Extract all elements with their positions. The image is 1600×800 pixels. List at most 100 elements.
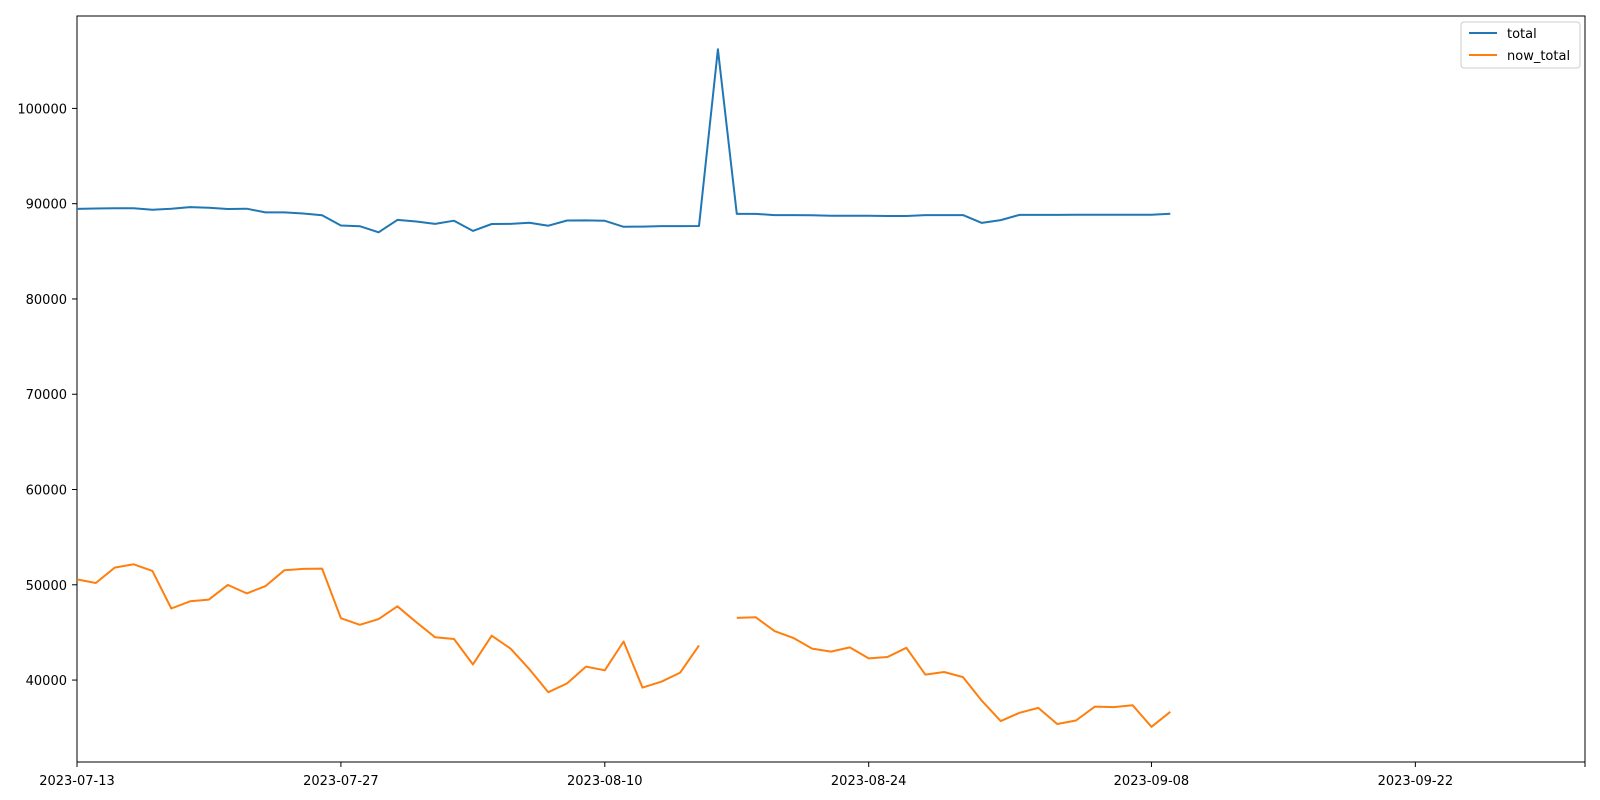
- x-tick-label: 2023-08-24: [831, 774, 907, 789]
- data-point-total: [547, 225, 549, 227]
- data-point-total: [905, 215, 907, 217]
- data-point-total: [774, 214, 776, 216]
- y-tick-label: 100000: [17, 102, 67, 117]
- data-point-now-total: [962, 676, 964, 678]
- y-axis: 40000 50000 60000 70000 80000 90000 100000: [17, 102, 77, 689]
- data-point-now-total: [491, 635, 493, 637]
- data-point-now-total: [792, 637, 794, 639]
- legend: total now_total: [1460, 21, 1581, 69]
- x-tick-label: 2023-07-27: [303, 774, 379, 789]
- data-point-total: [415, 221, 417, 223]
- data-point-now-total: [528, 668, 530, 670]
- data-point-total: [1019, 214, 1021, 216]
- data-point-now-total: [170, 608, 172, 610]
- data-point-total: [830, 215, 832, 217]
- data-point-total: [472, 230, 474, 232]
- series-layer: [76, 48, 1171, 728]
- data-point-now-total: [340, 617, 342, 619]
- data-point-total: [189, 206, 191, 208]
- data-point-now-total: [434, 636, 436, 638]
- data-point-now-total: [321, 568, 323, 570]
- data-point-total: [302, 213, 304, 215]
- data-point-total: [246, 208, 248, 210]
- data-point-total: [679, 225, 681, 227]
- data-point-now-total: [943, 671, 945, 673]
- data-point-total: [510, 223, 512, 225]
- data-point-now-total: [679, 672, 681, 674]
- data-point-now-total: [887, 656, 889, 658]
- data-point-now-total: [265, 585, 267, 587]
- data-point-now-total: [1094, 706, 1096, 708]
- data-point-total: [943, 214, 945, 216]
- data-point-total: [1075, 214, 1077, 216]
- data-point-now-total: [698, 644, 700, 646]
- data-point-total: [1132, 214, 1134, 216]
- data-point-now-total: [151, 570, 153, 572]
- data-point-now-total: [924, 674, 926, 676]
- data-point-now-total: [604, 669, 606, 671]
- y-tick-label: 60000: [26, 484, 67, 499]
- data-point-now-total: [283, 569, 285, 571]
- data-point-total: [811, 214, 813, 216]
- data-point-now-total: [1037, 707, 1039, 709]
- data-point-now-total: [1056, 723, 1058, 725]
- data-point-now-total: [208, 599, 210, 601]
- data-point-total: [792, 214, 794, 216]
- data-point-total: [1094, 214, 1096, 216]
- series-line-now-total: [76, 563, 1171, 728]
- data-point-now-total: [359, 624, 361, 626]
- data-point-total: [1056, 214, 1058, 216]
- data-point-total: [321, 214, 323, 216]
- data-point-now-total: [1151, 726, 1153, 728]
- data-point-now-total: [453, 638, 455, 640]
- x-tick-label: 2023-07-13: [39, 774, 115, 789]
- data-point-now-total: [95, 582, 97, 584]
- data-point-total: [698, 225, 700, 227]
- data-point-now-total: [868, 657, 870, 659]
- data-point-total: [962, 214, 964, 216]
- data-point-total: [623, 226, 625, 228]
- data-point-now-total: [396, 605, 398, 607]
- data-point-total: [453, 220, 455, 222]
- data-point-total: [114, 207, 116, 209]
- legend-label-now-total: now_total: [1507, 49, 1570, 64]
- data-point-now-total: [1169, 711, 1171, 713]
- y-tick-label: 50000: [26, 579, 67, 594]
- data-point-total: [151, 209, 153, 211]
- x-tick-label: 2023-09-22: [1378, 774, 1454, 789]
- data-point-now-total: [302, 568, 304, 570]
- data-point-now-total: [472, 663, 474, 665]
- data-point-now-total: [566, 682, 568, 684]
- data-point-total: [340, 225, 342, 227]
- data-point-now-total: [585, 666, 587, 668]
- data-point-now-total: [1132, 704, 1134, 706]
- data-point-total: [660, 225, 662, 227]
- data-point-total: [491, 223, 493, 225]
- data-point-total: [642, 226, 644, 228]
- y-tick-label: 80000: [26, 293, 67, 308]
- data-point-total: [717, 48, 719, 50]
- data-point-now-total: [189, 600, 191, 602]
- plot-area: [76, 15, 1586, 763]
- data-point-total: [95, 208, 97, 210]
- x-axis: 2023-07-13 2023-07-27 2023-08-10 2023-08-24…: [39, 762, 1586, 789]
- data-point-now-total: [1113, 706, 1115, 708]
- data-point-now-total: [114, 567, 116, 569]
- data-point-total: [981, 222, 983, 224]
- data-point-total: [1169, 213, 1171, 215]
- data-point-total: [924, 214, 926, 216]
- data-point-now-total: [849, 646, 851, 648]
- data-point-total: [736, 213, 738, 215]
- data-point-total: [528, 222, 530, 224]
- data-point-total: [170, 208, 172, 210]
- data-point-total: [604, 220, 606, 222]
- data-point-now-total: [547, 691, 549, 693]
- data-point-now-total: [905, 647, 907, 649]
- data-point-total: [227, 208, 229, 210]
- data-point-now-total: [378, 618, 380, 620]
- x-tick-label: 2023-08-10: [567, 774, 643, 789]
- data-point-total: [868, 215, 870, 217]
- data-point-now-total: [660, 681, 662, 683]
- data-point-total: [585, 219, 587, 221]
